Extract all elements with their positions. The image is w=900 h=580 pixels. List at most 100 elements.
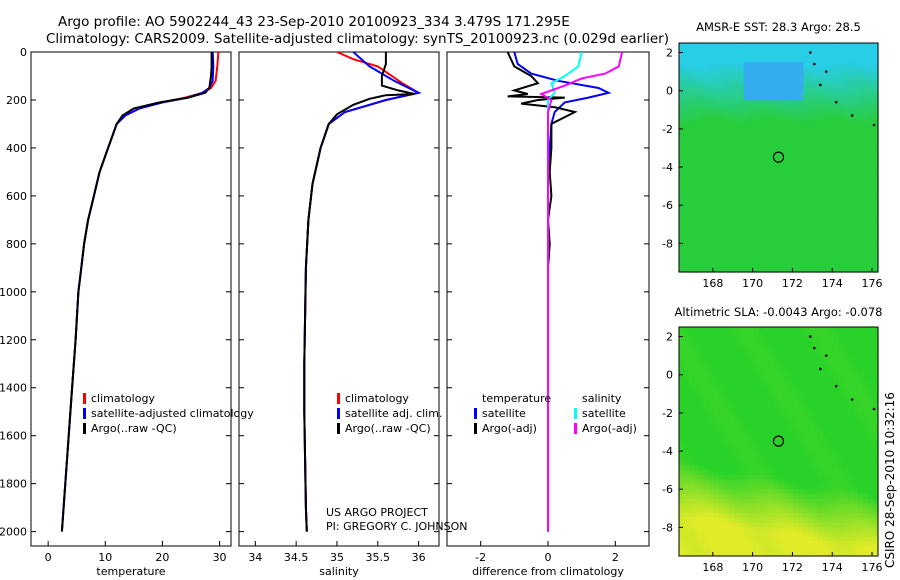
map-cell (868, 186, 874, 192)
map-cell (738, 85, 745, 92)
map-cell (708, 157, 715, 163)
map-cell (689, 522, 695, 528)
map-cell (793, 190, 799, 197)
map-cell (848, 76, 854, 82)
map-cell (838, 52, 844, 58)
map-cell (728, 186, 735, 192)
map-cell (763, 157, 770, 163)
map-cell (733, 536, 740, 543)
map-cell (689, 238, 695, 244)
map-cell (703, 62, 710, 68)
map-cell (773, 379, 780, 385)
map-cell (753, 517, 760, 524)
map-cell (738, 412, 745, 419)
argo-position-marker (772, 151, 785, 163)
map-cell (838, 441, 844, 447)
map-cell (828, 186, 834, 192)
map-cell (768, 412, 775, 419)
map-cell (708, 257, 715, 264)
map-cell (684, 233, 690, 240)
map-cell (684, 52, 690, 58)
map-cell (833, 532, 839, 538)
map-cell (693, 252, 700, 259)
map-cell (848, 152, 854, 159)
map-cell (679, 90, 685, 97)
map-cell (873, 393, 879, 400)
map-cell (738, 167, 745, 173)
map-cell (798, 219, 804, 225)
map-cell (713, 214, 720, 221)
map-cell (693, 327, 700, 333)
map-cell (803, 138, 809, 144)
map-cell (843, 52, 849, 58)
map-cell (803, 527, 809, 533)
map-cell (733, 403, 740, 409)
map-cell (693, 527, 700, 533)
map-cell (838, 484, 844, 490)
map-cell (818, 267, 824, 273)
map-cell (823, 346, 829, 352)
map-cell (718, 66, 725, 73)
map-cell (863, 427, 869, 433)
map-cell (793, 427, 799, 433)
map-cell (723, 327, 730, 333)
map-cell (693, 171, 700, 178)
map-cell (808, 47, 814, 54)
map-cell (753, 336, 760, 342)
map-cell (848, 186, 854, 192)
map-cell (763, 536, 770, 543)
map-cell (843, 479, 849, 486)
map-cell (763, 403, 770, 409)
map-cell (738, 148, 745, 154)
map-cell (693, 267, 700, 273)
map-cell (684, 460, 690, 466)
map-cell (748, 460, 755, 466)
map-cell (813, 47, 819, 54)
map-cell (728, 257, 735, 264)
map-cell (813, 257, 819, 264)
map-cell (823, 243, 829, 249)
map-cell (708, 484, 715, 490)
map-cell (828, 262, 834, 268)
map-cell (848, 460, 854, 466)
map-cell (863, 205, 869, 211)
map-cell (748, 119, 755, 125)
map-cell (798, 243, 804, 249)
map-cell (838, 186, 844, 192)
map-cell (858, 100, 864, 106)
map-cell (783, 451, 790, 457)
map-cell (863, 522, 869, 528)
map-cell (689, 355, 695, 361)
map-cell (798, 331, 804, 338)
map-cell (698, 527, 705, 533)
map-cell (689, 52, 695, 58)
map-cell (753, 171, 760, 178)
map-cell (708, 233, 715, 240)
map-cell (868, 81, 874, 87)
map-cell (679, 432, 685, 438)
map-cell (689, 57, 695, 63)
map-cell (778, 138, 785, 144)
map-cell (833, 114, 839, 120)
map-cell (698, 546, 705, 552)
map-cell (684, 186, 690, 192)
map-cell (738, 267, 745, 273)
map-cell (783, 517, 790, 524)
map-cell (758, 181, 765, 187)
map-cell (743, 551, 750, 557)
map-cell (778, 517, 785, 524)
map-cell (868, 43, 874, 49)
map-cell (748, 365, 755, 371)
map-cell (718, 138, 725, 144)
map-cell (718, 47, 725, 54)
map-cell (773, 398, 780, 404)
map-cell (823, 427, 829, 433)
map-cell (833, 341, 839, 347)
map-cell (689, 133, 695, 139)
map-cell (853, 551, 859, 557)
map-cell (813, 62, 819, 68)
legend-swatch (337, 423, 340, 434)
map-cell (803, 233, 809, 240)
map-cell (723, 465, 730, 471)
map-cell (853, 71, 859, 77)
